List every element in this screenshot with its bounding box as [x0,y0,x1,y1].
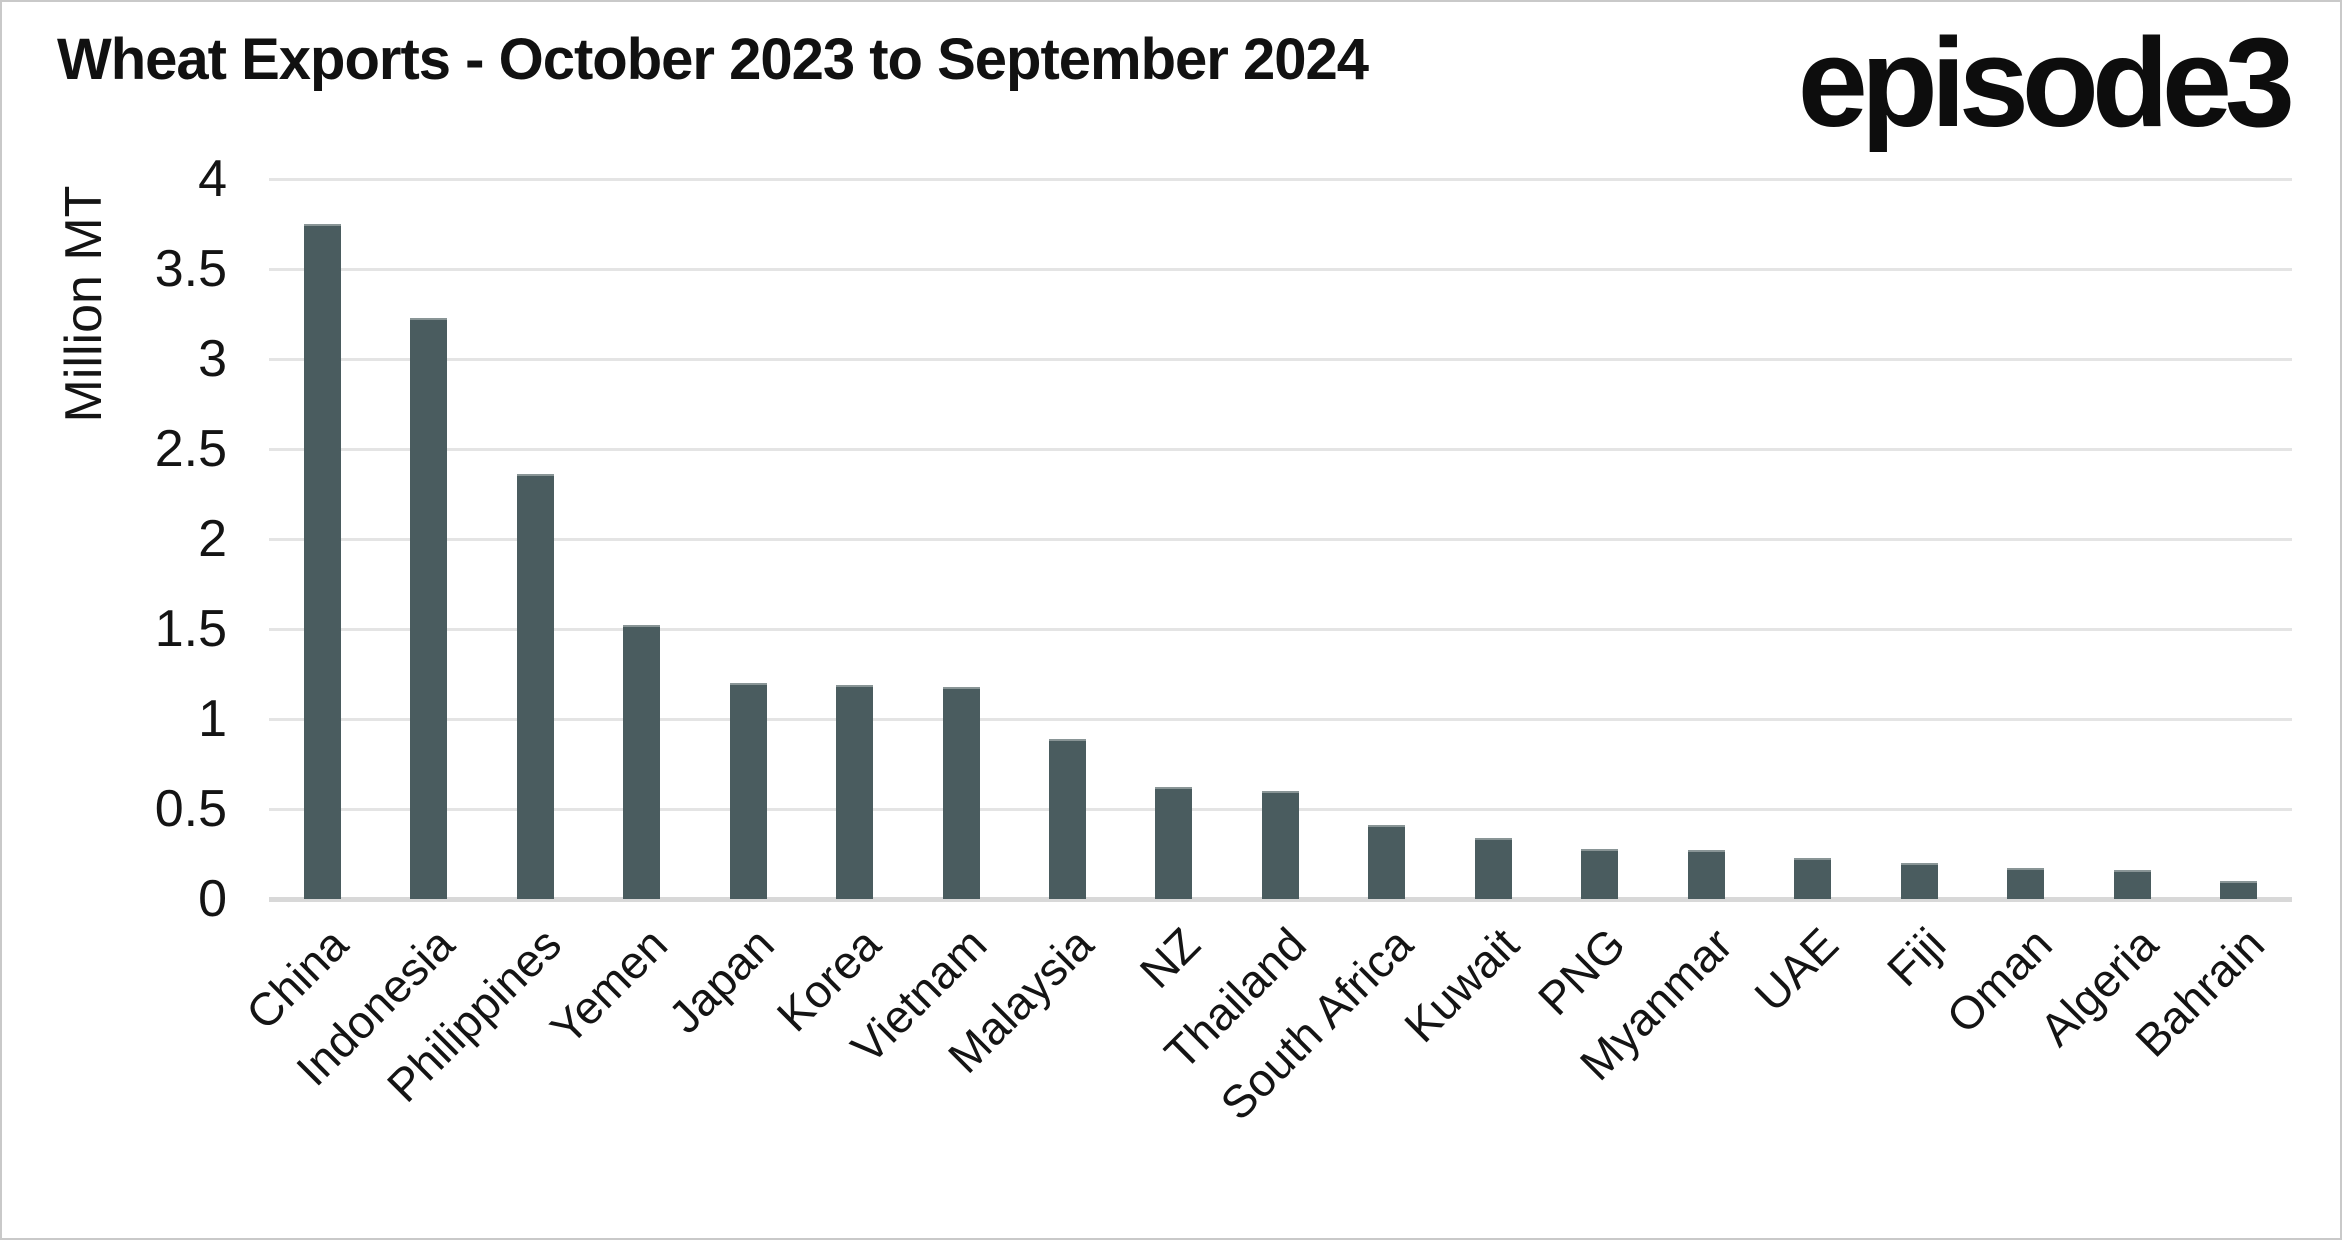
bar-nz [1155,787,1193,899]
bar-vietnam [942,686,980,899]
bar-slot-china [269,179,375,899]
bar-japan [729,683,767,899]
bar-yemen [623,625,661,899]
bar-slot-png [1547,179,1653,899]
gridline-1 [269,717,2292,721]
bar-myanmar [1687,850,1725,899]
bar-philippines [516,474,554,899]
bar-series [269,179,2292,899]
y-tick-0: 0 [198,870,227,928]
bar-png [1581,848,1619,899]
bar-slot-indonesia [375,179,481,899]
x-label-fiji: Fiji [1876,917,1955,997]
bar-kuwait [1474,837,1512,899]
bar-slot-south-africa [1334,179,1440,899]
chart-title: Wheat Exports - October 2023 to Septembe… [57,27,1369,92]
gridline-1.5 [269,627,2292,631]
bar-slot-algeria [2079,179,2185,899]
bar-china [303,224,341,899]
y-tick-3: 3 [198,330,227,388]
plot-area [269,177,2292,902]
x-label-yemen: Yemen [540,917,678,1055]
y-tick-3.5: 3.5 [154,240,227,298]
bar-slot-oman [1973,179,2079,899]
bar-slot-uae [1760,179,1866,899]
bar-indonesia [410,317,448,899]
y-tick-1.5: 1.5 [154,600,227,658]
bar-slot-malaysia [1014,179,1120,899]
bar-bahrain [2220,881,2258,899]
bar-slot-thailand [1227,179,1333,899]
gridline-3 [269,357,2292,361]
y-tick-4: 4 [198,150,227,208]
gridline-4 [269,177,2292,181]
bar-fiji [1900,863,1938,899]
bar-slot-nz [1121,179,1227,899]
x-label-uae: UAE [1744,917,1849,1022]
y-tick-2: 2 [198,510,227,568]
bar-slot-bahrain [2185,179,2291,899]
x-label-kuwait: Kuwait [1394,917,1529,1053]
bar-slot-kuwait [1440,179,1546,899]
bar-south-africa [1368,825,1406,899]
bar-uae [1794,857,1832,899]
bar-thailand [1261,791,1299,899]
x-label-nz: NZ [1129,917,1210,998]
bar-slot-philippines [482,179,588,899]
x-axis-line [269,896,2292,902]
y-tick-2.5: 2.5 [154,420,227,478]
gridline-3.5 [269,267,2292,271]
episode3-logo: episode3 [1797,12,2295,153]
bar-slot-yemen [588,179,694,899]
gridline-2 [269,537,2292,541]
gridline-2.5 [269,447,2292,451]
bar-korea [836,684,874,899]
bar-slot-myanmar [1653,179,1759,899]
bar-oman [2007,868,2045,899]
bar-slot-japan [695,179,801,899]
bar-algeria [2113,870,2151,899]
y-tick-0.5: 0.5 [154,780,227,838]
bar-slot-vietnam [908,179,1014,899]
x-axis-category-labels: China Indonesia Philippines Yemen Japan Korea… [236,917,2292,1217]
x-label-japan: Japan [658,917,784,1044]
bar-slot-korea [801,179,907,899]
y-tick-1: 1 [198,690,227,748]
bar-malaysia [1049,738,1087,899]
bar-slot-fiji [1866,179,1972,899]
